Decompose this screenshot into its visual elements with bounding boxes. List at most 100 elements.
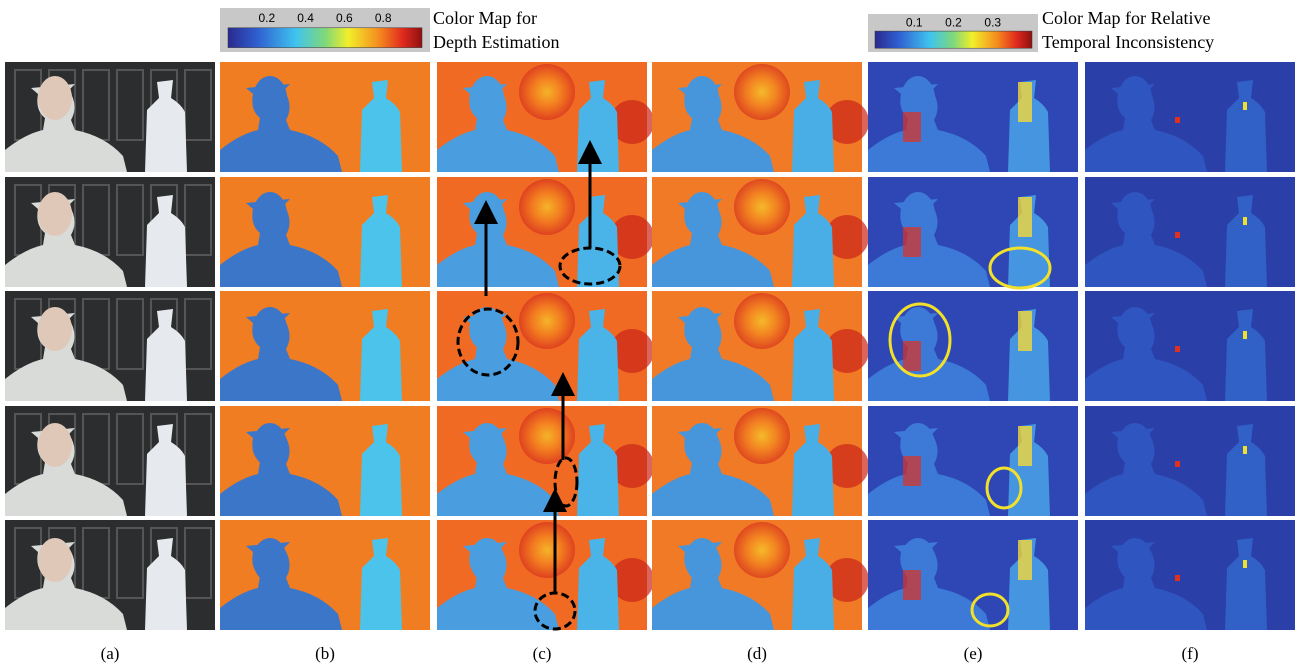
colorbar: 0.1 0.2 0.3 Color Map for Relative Temporal …: [868, 8, 1214, 52]
panel-label: (d): [747, 644, 767, 663]
hot-spot: [1243, 217, 1247, 225]
image-panel: [5, 177, 215, 287]
warm-blob: [734, 64, 790, 120]
hot-spot: [1018, 197, 1032, 237]
hot-spot: [903, 227, 921, 257]
hot-spot: [1175, 346, 1180, 352]
image-panel: [868, 406, 1078, 516]
left-head: [253, 192, 287, 236]
left-head: [38, 192, 72, 236]
hot-spot: [903, 456, 921, 486]
image-panel: [5, 62, 215, 172]
colorbar-caption: Color Map for Relative: [1042, 8, 1210, 28]
hot-spot: [1175, 575, 1180, 581]
image-panel: [652, 406, 869, 516]
warm-blob: [519, 64, 575, 120]
warm-blob: [519, 522, 575, 578]
image-panel: [868, 291, 1078, 401]
image-panel: [437, 62, 654, 172]
image-panel: [1085, 177, 1295, 287]
hot-spot: [903, 112, 921, 142]
hot-spot: [1018, 540, 1032, 580]
image-panel: [652, 520, 869, 630]
image-panel: [220, 520, 430, 630]
image-panel: [437, 291, 654, 401]
hot-spot: [1243, 102, 1247, 110]
hot-spot: [1018, 311, 1032, 351]
panel-labels: (a) (b) (c) (d) (e) (f): [101, 644, 1199, 663]
hot-spot: [903, 341, 921, 371]
image-panel: [868, 177, 1078, 287]
image-panel: [868, 62, 1078, 172]
image-panel: [437, 177, 654, 287]
panel-label: (c): [533, 644, 552, 663]
panel-label: (a): [101, 644, 120, 663]
warm-blob: [519, 408, 575, 464]
left-head: [38, 423, 72, 467]
left-head: [253, 423, 287, 467]
left-head: [1118, 192, 1152, 236]
colorbar-caption: Depth Estimation: [433, 32, 559, 52]
warm-blob: [519, 179, 575, 235]
panel-label: (f): [1182, 644, 1199, 663]
left-head: [470, 76, 504, 120]
warm-blob: [734, 293, 790, 349]
image-panel: [652, 291, 869, 401]
colorbar-tick-label: 0.3: [984, 16, 1001, 30]
colorbar-tick-label: 0.1: [906, 16, 923, 30]
left-head: [685, 423, 719, 467]
hot-spot: [1243, 331, 1247, 339]
page: 0.2 0.4 0.6 0.8 Color Map for Depth Estimatio…: [0, 0, 1306, 668]
panel-label: (e): [964, 644, 983, 663]
image-panel: [652, 177, 869, 287]
left-head: [38, 76, 72, 120]
colorbar-caption: Temporal Inconsistency: [1042, 32, 1214, 52]
image-panel: [220, 406, 430, 516]
warm-blob: [519, 293, 575, 349]
panel-grid: [5, 62, 1295, 630]
hot-spot: [1018, 426, 1032, 466]
figure: 0.2 0.4 0.6 0.8 Color Map for Depth Estimatio…: [0, 0, 1306, 668]
image-panel: [5, 520, 215, 630]
image-panel: [1085, 62, 1295, 172]
image-panel: [220, 177, 430, 287]
left-head: [470, 423, 504, 467]
colorbar-gradient: [228, 28, 422, 48]
colorbar-caption: Color Map for: [433, 8, 537, 28]
colorbar-tick-label: 0.8: [375, 11, 392, 25]
left-head: [1118, 538, 1152, 582]
left-head: [1118, 423, 1152, 467]
image-panel: [220, 62, 430, 172]
image-panel: [652, 62, 869, 172]
hot-spot: [1175, 461, 1180, 467]
left-head: [685, 192, 719, 236]
image-panel: [1085, 291, 1295, 401]
colorbar-tick-label: 0.2: [945, 16, 962, 30]
hot-spot: [903, 570, 921, 600]
image-panel: [5, 406, 215, 516]
hot-spot: [1243, 446, 1247, 454]
panel-label: (b): [315, 644, 335, 663]
warm-blob: [734, 522, 790, 578]
colorbar-gradient: [875, 31, 1032, 48]
left-head: [38, 307, 72, 351]
image-panel: [437, 406, 654, 516]
colorbars: 0.2 0.4 0.6 0.8 Color Map for Depth Estimatio…: [220, 8, 1214, 52]
colorbar-tick-label: 0.6: [336, 11, 353, 25]
left-head: [1118, 76, 1152, 120]
image-panel: [1085, 406, 1295, 516]
left-head: [253, 307, 287, 351]
hot-spot: [1175, 232, 1180, 238]
image-panel: [220, 291, 430, 401]
image-panel: [1085, 520, 1295, 630]
warm-blob: [734, 179, 790, 235]
colorbar-tick-label: 0.4: [297, 11, 314, 25]
hot-spot: [1243, 560, 1247, 568]
left-head: [38, 538, 72, 582]
left-head: [685, 76, 719, 120]
left-head: [253, 76, 287, 120]
left-head: [685, 538, 719, 582]
colorbar: 0.20.40.60.8Color Map forDepth Estimatio…: [220, 8, 559, 52]
left-head: [253, 538, 287, 582]
warm-blob: [734, 408, 790, 464]
